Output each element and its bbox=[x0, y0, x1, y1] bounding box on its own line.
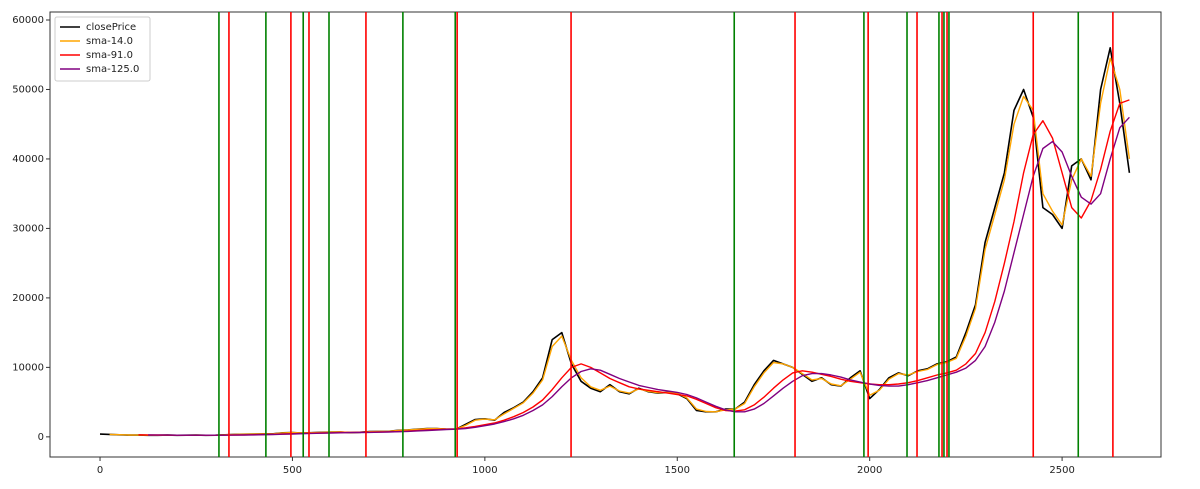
x-tick-label: 2000 bbox=[857, 465, 882, 476]
legend-box bbox=[54, 16, 151, 82]
x-tick-label: 0 bbox=[97, 465, 103, 476]
y-tick-label: 20000 bbox=[12, 293, 44, 304]
plot-frame bbox=[49, 11, 1162, 458]
x-tick-label: 1500 bbox=[665, 465, 690, 476]
legend-label: closePrice bbox=[86, 22, 136, 33]
y-tick-label: 10000 bbox=[12, 362, 44, 373]
legend: closePrice sma-14.0 sma-91.0 sma-125.0 bbox=[54, 16, 151, 82]
x-tick-label: 500 bbox=[283, 465, 302, 476]
series-line bbox=[99, 47, 1131, 437]
series-line bbox=[148, 116, 1130, 436]
y-tick-label: 40000 bbox=[12, 154, 44, 165]
legend-label: sma-14.0 bbox=[86, 36, 133, 47]
legend-label: sma-125.0 bbox=[86, 64, 139, 75]
series-line bbox=[109, 57, 1131, 436]
y-tick-label: 30000 bbox=[12, 223, 44, 234]
x-tick-label: 1000 bbox=[472, 465, 497, 476]
y-tick-label: 50000 bbox=[12, 84, 44, 95]
x-tick-label: 2500 bbox=[1049, 465, 1074, 476]
y-tick-label: 0 bbox=[38, 432, 44, 443]
y-tick-label: 60000 bbox=[12, 15, 44, 26]
legend-label: sma-91.0 bbox=[86, 50, 133, 61]
